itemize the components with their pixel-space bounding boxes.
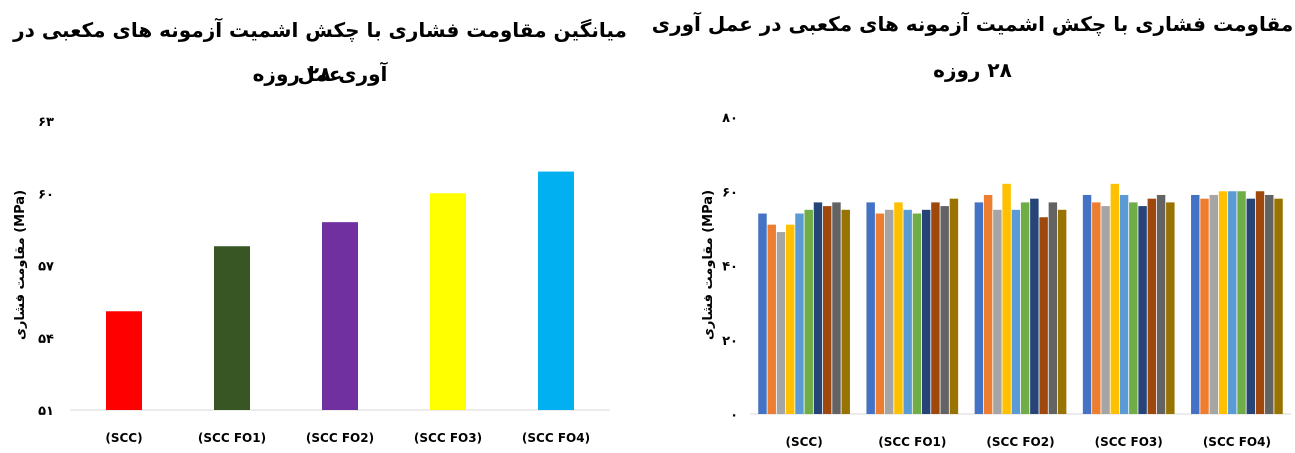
bar (322, 222, 358, 410)
bar (884, 209, 894, 414)
bar (894, 202, 903, 414)
bar (1092, 202, 1101, 414)
chart-title-line1: مقاومت فشاری با چکش اشمیت آزمونه های مکع… (651, 12, 1294, 36)
bar (795, 213, 804, 414)
x-tick-label: (SCC FO3) (414, 431, 482, 445)
bar (912, 213, 922, 414)
bar (804, 209, 813, 414)
bar (1110, 183, 1120, 414)
y-tick-label: ۵۱ (38, 404, 54, 419)
bar (949, 198, 959, 414)
chart-title-line2: آوری ۲۸ روزه (252, 62, 388, 86)
x-tick-label: (SCC FO1) (878, 435, 946, 449)
bar (875, 213, 885, 414)
y-tick-label: ۶۰ (38, 187, 54, 202)
bar (1020, 202, 1030, 414)
bar (785, 224, 795, 414)
y-tick-label: ۰ (730, 408, 738, 423)
bar (430, 193, 466, 410)
bar (1191, 194, 1200, 414)
bar (1048, 202, 1058, 414)
bar (214, 246, 250, 410)
bar (106, 311, 142, 410)
bar (841, 209, 850, 414)
strength-per-specimen-chart: مقاومت فشاری با چکش اشمیت آزمونه های مکع… (650, 0, 1295, 453)
bar (1246, 198, 1256, 414)
bar (1057, 209, 1067, 414)
x-tick-label: (SCC FO3) (1095, 435, 1163, 449)
bar (1166, 202, 1175, 414)
bar (823, 206, 832, 414)
bar (1147, 198, 1157, 414)
bar (1200, 198, 1209, 414)
chart-title-line2: ۲۸ روزه (933, 58, 1012, 82)
x-tick-label: (SCC FO1) (198, 431, 266, 445)
y-tick-label: ۲۰ (722, 334, 738, 349)
y-axis-label: مقاومت فشاری (MPa) (701, 190, 716, 340)
bar (1218, 191, 1228, 414)
bar (538, 171, 574, 410)
y-tick-label: ۴۰ (722, 260, 738, 275)
bar (1002, 183, 1011, 414)
bar (776, 232, 786, 414)
bar (921, 209, 931, 414)
bar (931, 202, 940, 414)
bar (1030, 198, 1039, 414)
bar (1129, 202, 1138, 414)
average-strength-chart: میانگین مقاومت فشاری با چکش اشمیت آزمونه… (0, 0, 640, 453)
chart-title-line1: میانگین مقاومت فشاری با چکش اشمیت آزمونه… (13, 18, 627, 86)
y-axis-label: مقاومت فشاری (MPa) (13, 190, 28, 340)
x-tick-label: (SCC FO2) (306, 431, 374, 445)
bar (1209, 194, 1218, 414)
bar (1237, 191, 1246, 414)
x-tick-label: (SCC FO4) (522, 431, 590, 445)
y-tick-label: ۵۷ (38, 260, 54, 275)
bar (1265, 194, 1274, 414)
y-tick-label: ۸۰ (722, 111, 738, 126)
x-tick-label: (SCC FO2) (986, 435, 1054, 449)
bar (866, 202, 875, 414)
bar (903, 209, 912, 414)
x-tick-label: (SCC) (105, 431, 142, 445)
chart-plot-area: مقاومت فشاری (MPa) ۵۱ ۵۴ ۵۷ ۶۰ ۶۳ (SCC) (SCC F… (13, 115, 610, 445)
bar (1156, 194, 1166, 414)
chart-plot-area: مقاومت فشاری (MPa) ۰ ۲۰ ۴۰ ۶۰ ۸۰ (SCC) (SCC FO… (701, 111, 1291, 449)
bar (983, 194, 993, 414)
bar (993, 209, 1002, 414)
bar (758, 213, 767, 414)
bar (1255, 191, 1265, 414)
bar (813, 202, 823, 414)
bar (1274, 198, 1283, 414)
y-tick-label: ۶۳ (38, 115, 54, 130)
bar (1039, 217, 1048, 414)
bar (832, 202, 841, 414)
bar (1011, 209, 1021, 414)
bar (974, 202, 984, 414)
bar (767, 224, 776, 414)
x-tick-label: (SCC FO4) (1203, 435, 1271, 449)
x-tick-label: (SCC) (785, 435, 822, 449)
bar (1119, 194, 1129, 414)
y-tick-label: ۵۴ (38, 332, 54, 347)
y-tick-label: ۶۰ (722, 185, 738, 200)
bar (1101, 206, 1110, 414)
bar (1138, 206, 1147, 414)
bar (1228, 191, 1237, 414)
bar (940, 206, 949, 414)
bar (1082, 194, 1092, 414)
